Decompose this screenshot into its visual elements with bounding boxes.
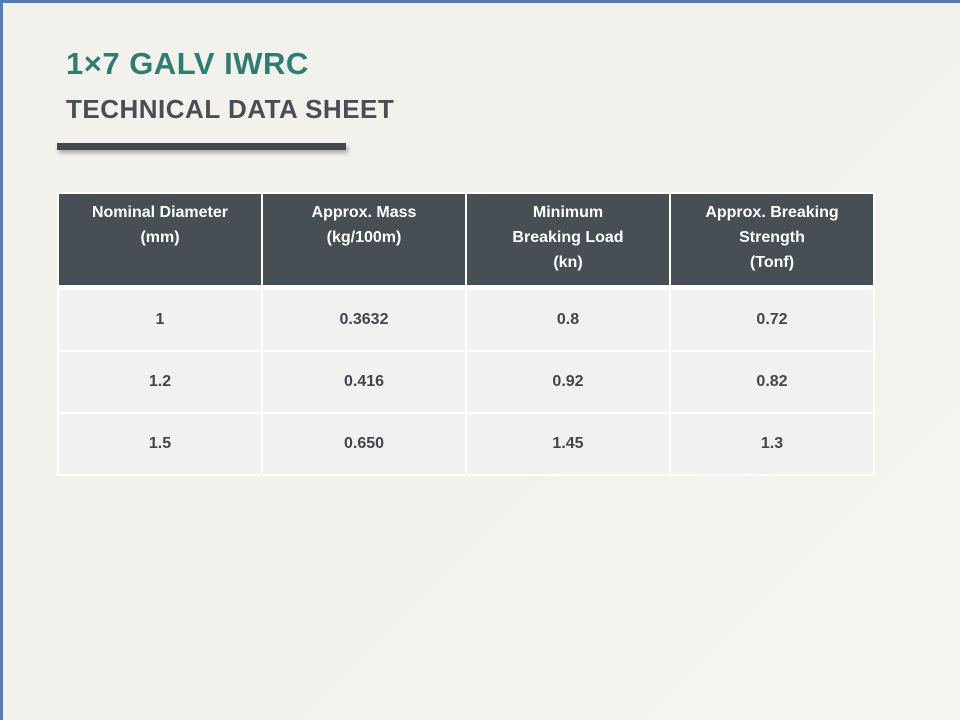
table-cell: 1.3 xyxy=(671,414,873,475)
header-min-breaking-load: Minimum Breaking Load (kn) xyxy=(467,194,669,289)
page-title: 1×7 GALV IWRC xyxy=(66,46,309,81)
table-cell: 0.8 xyxy=(467,290,669,351)
header-nominal-diameter: Nominal Diameter (mm) xyxy=(59,194,261,289)
table-cell: 1 xyxy=(59,290,261,351)
table-cell: 1.45 xyxy=(467,414,669,475)
table-cell: 1.2 xyxy=(59,352,261,413)
table-cell: 0.72 xyxy=(671,290,873,351)
table-body: 1 0.3632 0.8 0.72 1.2 0.416 0.92 0.82 1.… xyxy=(59,290,873,475)
header-approx-breaking-strength: Approx. Breaking Strength (Tonf) xyxy=(671,194,873,289)
header-block: 1×7 GALV IWRC TECHNICAL DATA SHEET xyxy=(3,3,960,125)
table-cell: 1.5 xyxy=(59,414,261,475)
table-header-row: Nominal Diameter (mm) Approx. Mass (kg/1… xyxy=(59,194,873,289)
table-cell: 0.92 xyxy=(467,352,669,413)
table-row: 1 0.3632 0.8 0.72 xyxy=(59,290,873,351)
table-container: Nominal Diameter (mm) Approx. Mass (kg/1… xyxy=(57,192,960,477)
title-underline xyxy=(57,143,346,151)
table-row: 1.2 0.416 0.92 0.82 xyxy=(59,352,873,413)
technical-data-table: Nominal Diameter (mm) Approx. Mass (kg/1… xyxy=(57,192,875,477)
table-cell: 0.650 xyxy=(263,414,465,475)
page-subtitle: TECHNICAL DATA SHEET xyxy=(66,94,395,125)
table-cell: 0.416 xyxy=(263,352,465,413)
table-head: Nominal Diameter (mm) Approx. Mass (kg/1… xyxy=(59,194,873,289)
header-approx-mass: Approx. Mass (kg/100m) xyxy=(263,194,465,289)
table-cell: 0.82 xyxy=(671,352,873,413)
table-cell: 0.3632 xyxy=(263,290,465,351)
table-row: 1.5 0.650 1.45 1.3 xyxy=(59,414,873,475)
